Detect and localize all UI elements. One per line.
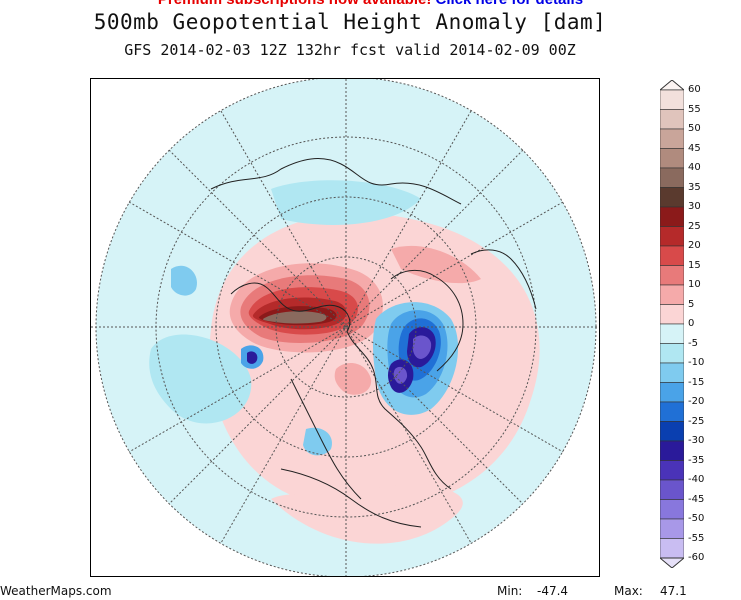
color-scale-label: -60 (688, 552, 705, 563)
color-scale-swatch (659, 323, 685, 344)
color-scale-swatch (659, 499, 685, 520)
color-scale-swatch (659, 382, 685, 403)
color-scale-swatch (659, 304, 685, 325)
banner-details-link[interactable]: Click here for details (436, 0, 584, 8)
color-scale-label: 55 (688, 103, 701, 115)
color-scale-label: 30 (688, 201, 701, 212)
color-scale-label: -10 (688, 357, 705, 368)
color-scale-label: 45 (688, 142, 701, 154)
color-scale-swatch (659, 109, 685, 130)
color-scale-graphic (658, 79, 686, 569)
color-scale-label: -35 (688, 454, 705, 466)
color-scale-top-arrow (658, 79, 686, 91)
color-scale-bottom-arrow (658, 557, 686, 569)
color-scale-label: 20 (688, 240, 701, 251)
color-scale-swatch (659, 440, 685, 461)
color-scale-swatch (659, 265, 685, 286)
polar-map (90, 78, 600, 577)
color-scale-label: 40 (688, 162, 701, 173)
color-scale-swatch (659, 538, 685, 559)
color-scale-label: -30 (688, 435, 705, 446)
map-title: 500mb Geopotential Height Anomaly [dam] (93, 10, 607, 34)
color-scale-swatch (659, 245, 685, 266)
color-scale-label: -20 (688, 396, 705, 407)
color-scale-swatch (659, 518, 685, 539)
site-name[interactable]: WeatherMaps.com (0, 584, 112, 598)
color-scale-swatch (659, 421, 685, 442)
color-scale-label: -15 (688, 376, 705, 388)
color-scale-swatch (659, 226, 685, 247)
color-scale-swatch (659, 460, 685, 481)
color-scale-label: 5 (688, 298, 695, 310)
color-scale-label: -55 (688, 532, 705, 544)
max-value: 47.1 (660, 584, 687, 598)
color-scale-swatch (659, 89, 685, 110)
color-scale-label: -5 (688, 337, 698, 349)
color-scale-label: -45 (688, 493, 705, 505)
map-subtitle: GFS 2014-02-03 12Z 132hr fcst valid 2014… (124, 41, 576, 59)
premium-banner[interactable]: Premium subscriptions now available! Cli… (0, 0, 741, 8)
color-scale-swatch (659, 343, 685, 364)
color-scale-label: 50 (688, 123, 701, 134)
polar-map-graphic (91, 79, 599, 576)
color-scale-label: 0 (688, 318, 695, 329)
banner-promo-text: Premium subscriptions now available! (158, 0, 431, 8)
color-scale-swatch (659, 148, 685, 169)
min-label: Min: (497, 584, 523, 598)
color-scale-label: 25 (688, 220, 701, 232)
color-scale-swatch (659, 401, 685, 422)
color-scale-swatch (659, 206, 685, 227)
color-scale-swatch (659, 284, 685, 305)
color-scale-label: -50 (688, 513, 705, 524)
min-value: -47.4 (537, 584, 569, 598)
color-scale-label: 15 (688, 259, 701, 271)
max-label: Max: (614, 584, 643, 598)
color-scale-label: 10 (688, 279, 701, 290)
color-scale-bar (658, 79, 686, 569)
color-scale-swatch (659, 128, 685, 149)
color-scale-swatch (659, 362, 685, 383)
color-scale-label: -40 (688, 474, 705, 485)
color-scale-label: -25 (688, 415, 705, 427)
color-scale-label: 35 (688, 181, 701, 193)
color-scale-swatch (659, 167, 685, 188)
color-scale-label: 60 (688, 84, 701, 95)
color-scale-swatch (659, 479, 685, 500)
color-scale-swatch (659, 187, 685, 208)
